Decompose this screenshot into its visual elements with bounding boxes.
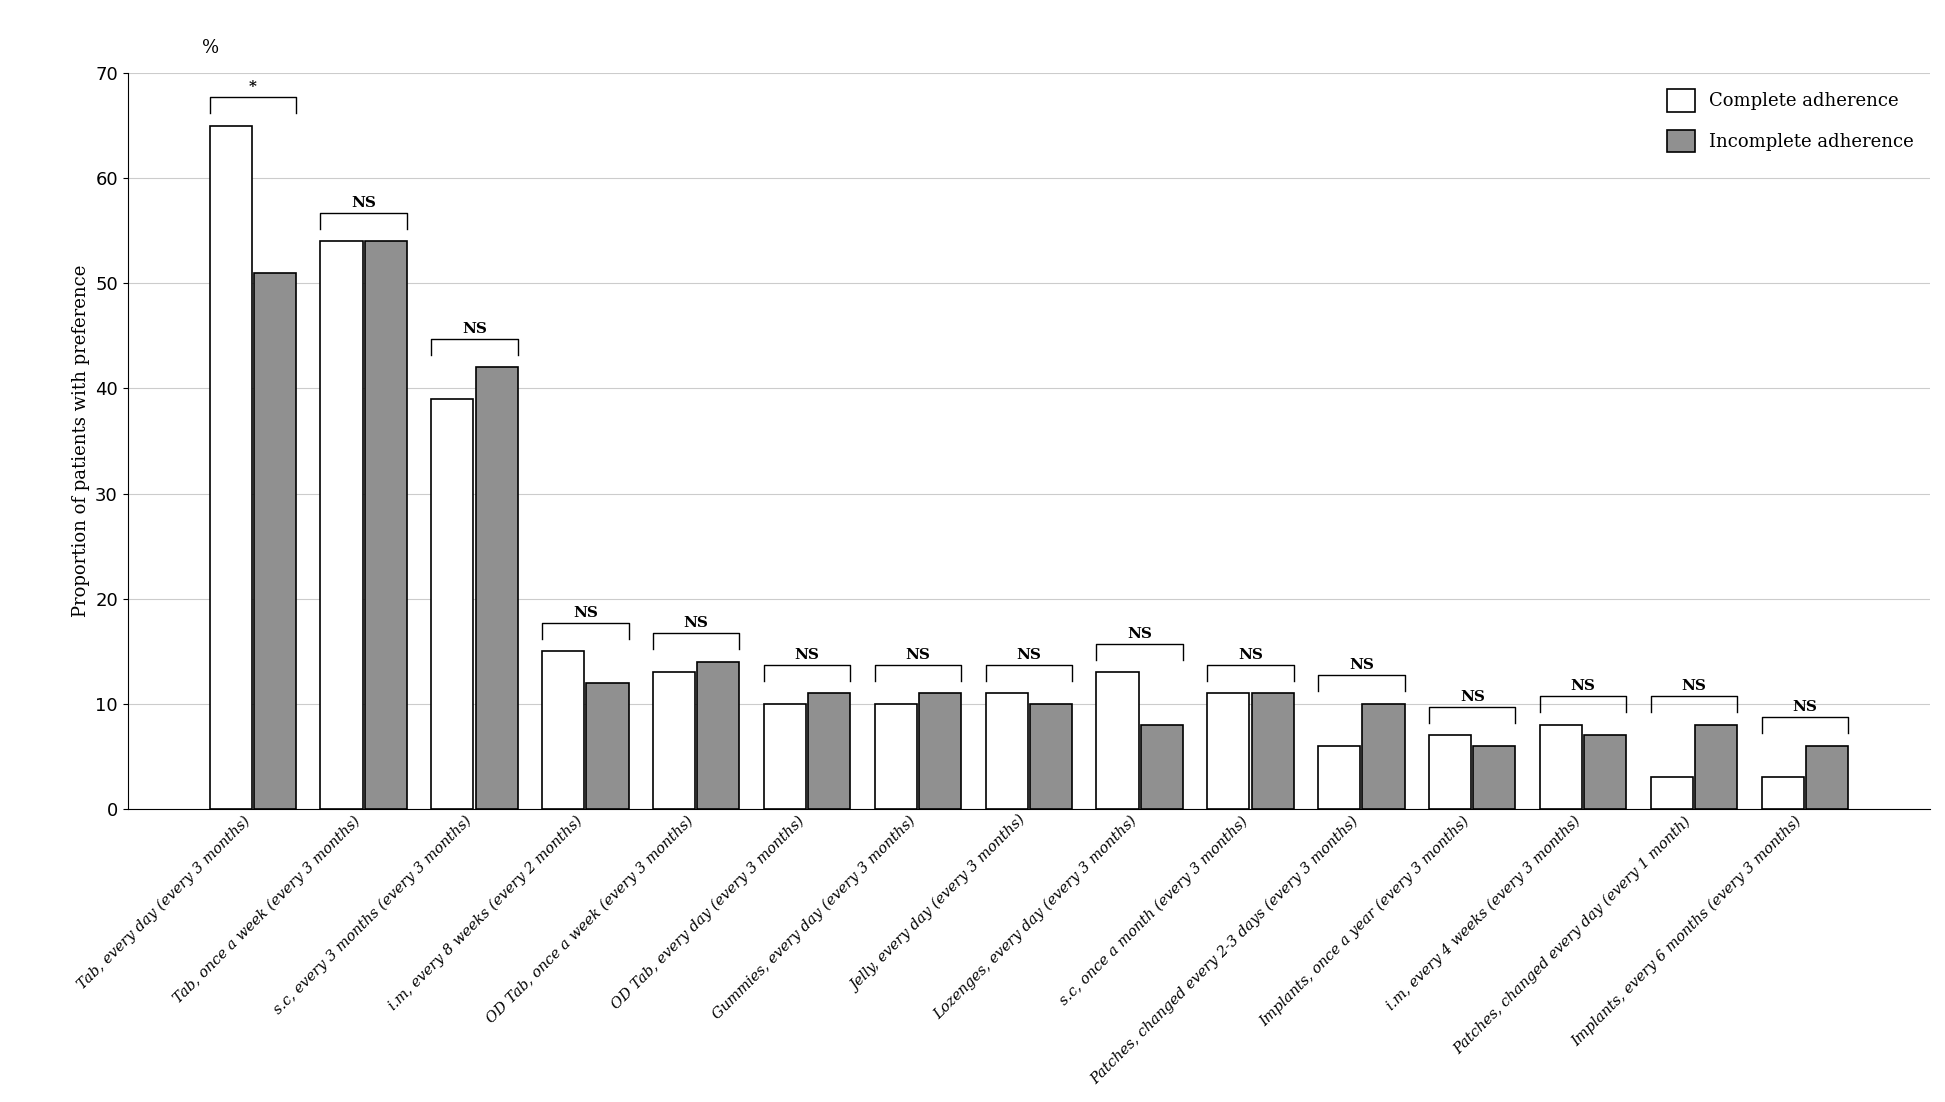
Text: NS: NS: [796, 648, 819, 661]
Bar: [1097, 672, 1138, 809]
Bar: [255, 273, 296, 809]
Text: NS: NS: [1017, 648, 1041, 661]
Legend: Complete adherence, Incomplete adherence: Complete adherence, Incomplete adherence: [1661, 83, 1922, 159]
Text: %: %: [202, 40, 220, 57]
Bar: [1363, 704, 1404, 809]
Bar: [1430, 735, 1470, 809]
Text: NS: NS: [685, 616, 708, 630]
Bar: [366, 241, 407, 809]
Bar: [654, 672, 694, 809]
Bar: [1585, 735, 1626, 809]
Text: NS: NS: [1682, 679, 1706, 693]
Bar: [1142, 725, 1183, 809]
Bar: [1762, 777, 1803, 809]
Bar: [1540, 725, 1581, 809]
Y-axis label: Proportion of patients with preference: Proportion of patients with preference: [72, 264, 89, 617]
Bar: [986, 693, 1027, 809]
Text: NS: NS: [463, 322, 486, 336]
Text: NS: NS: [352, 196, 375, 209]
Bar: [920, 693, 961, 809]
Bar: [698, 661, 739, 809]
Bar: [1651, 777, 1692, 809]
Bar: [809, 693, 850, 809]
Text: *: *: [249, 80, 257, 95]
Bar: [477, 367, 517, 809]
Text: NS: NS: [1239, 648, 1262, 661]
Bar: [1696, 725, 1737, 809]
Bar: [432, 399, 473, 809]
Bar: [764, 704, 805, 809]
Text: NS: NS: [1128, 627, 1151, 640]
Bar: [587, 683, 628, 809]
Bar: [1253, 693, 1293, 809]
Text: NS: NS: [1572, 679, 1595, 693]
Bar: [1031, 704, 1072, 809]
Bar: [321, 241, 362, 809]
Text: NS: NS: [1793, 700, 1817, 714]
Bar: [543, 651, 584, 809]
Bar: [1474, 746, 1515, 809]
Bar: [210, 126, 251, 809]
Bar: [1208, 693, 1249, 809]
Bar: [875, 704, 916, 809]
Text: NS: NS: [1461, 690, 1484, 704]
Text: NS: NS: [574, 606, 597, 619]
Text: NS: NS: [1350, 658, 1373, 672]
Bar: [1319, 746, 1360, 809]
Text: NS: NS: [906, 648, 930, 661]
Bar: [1807, 746, 1848, 809]
